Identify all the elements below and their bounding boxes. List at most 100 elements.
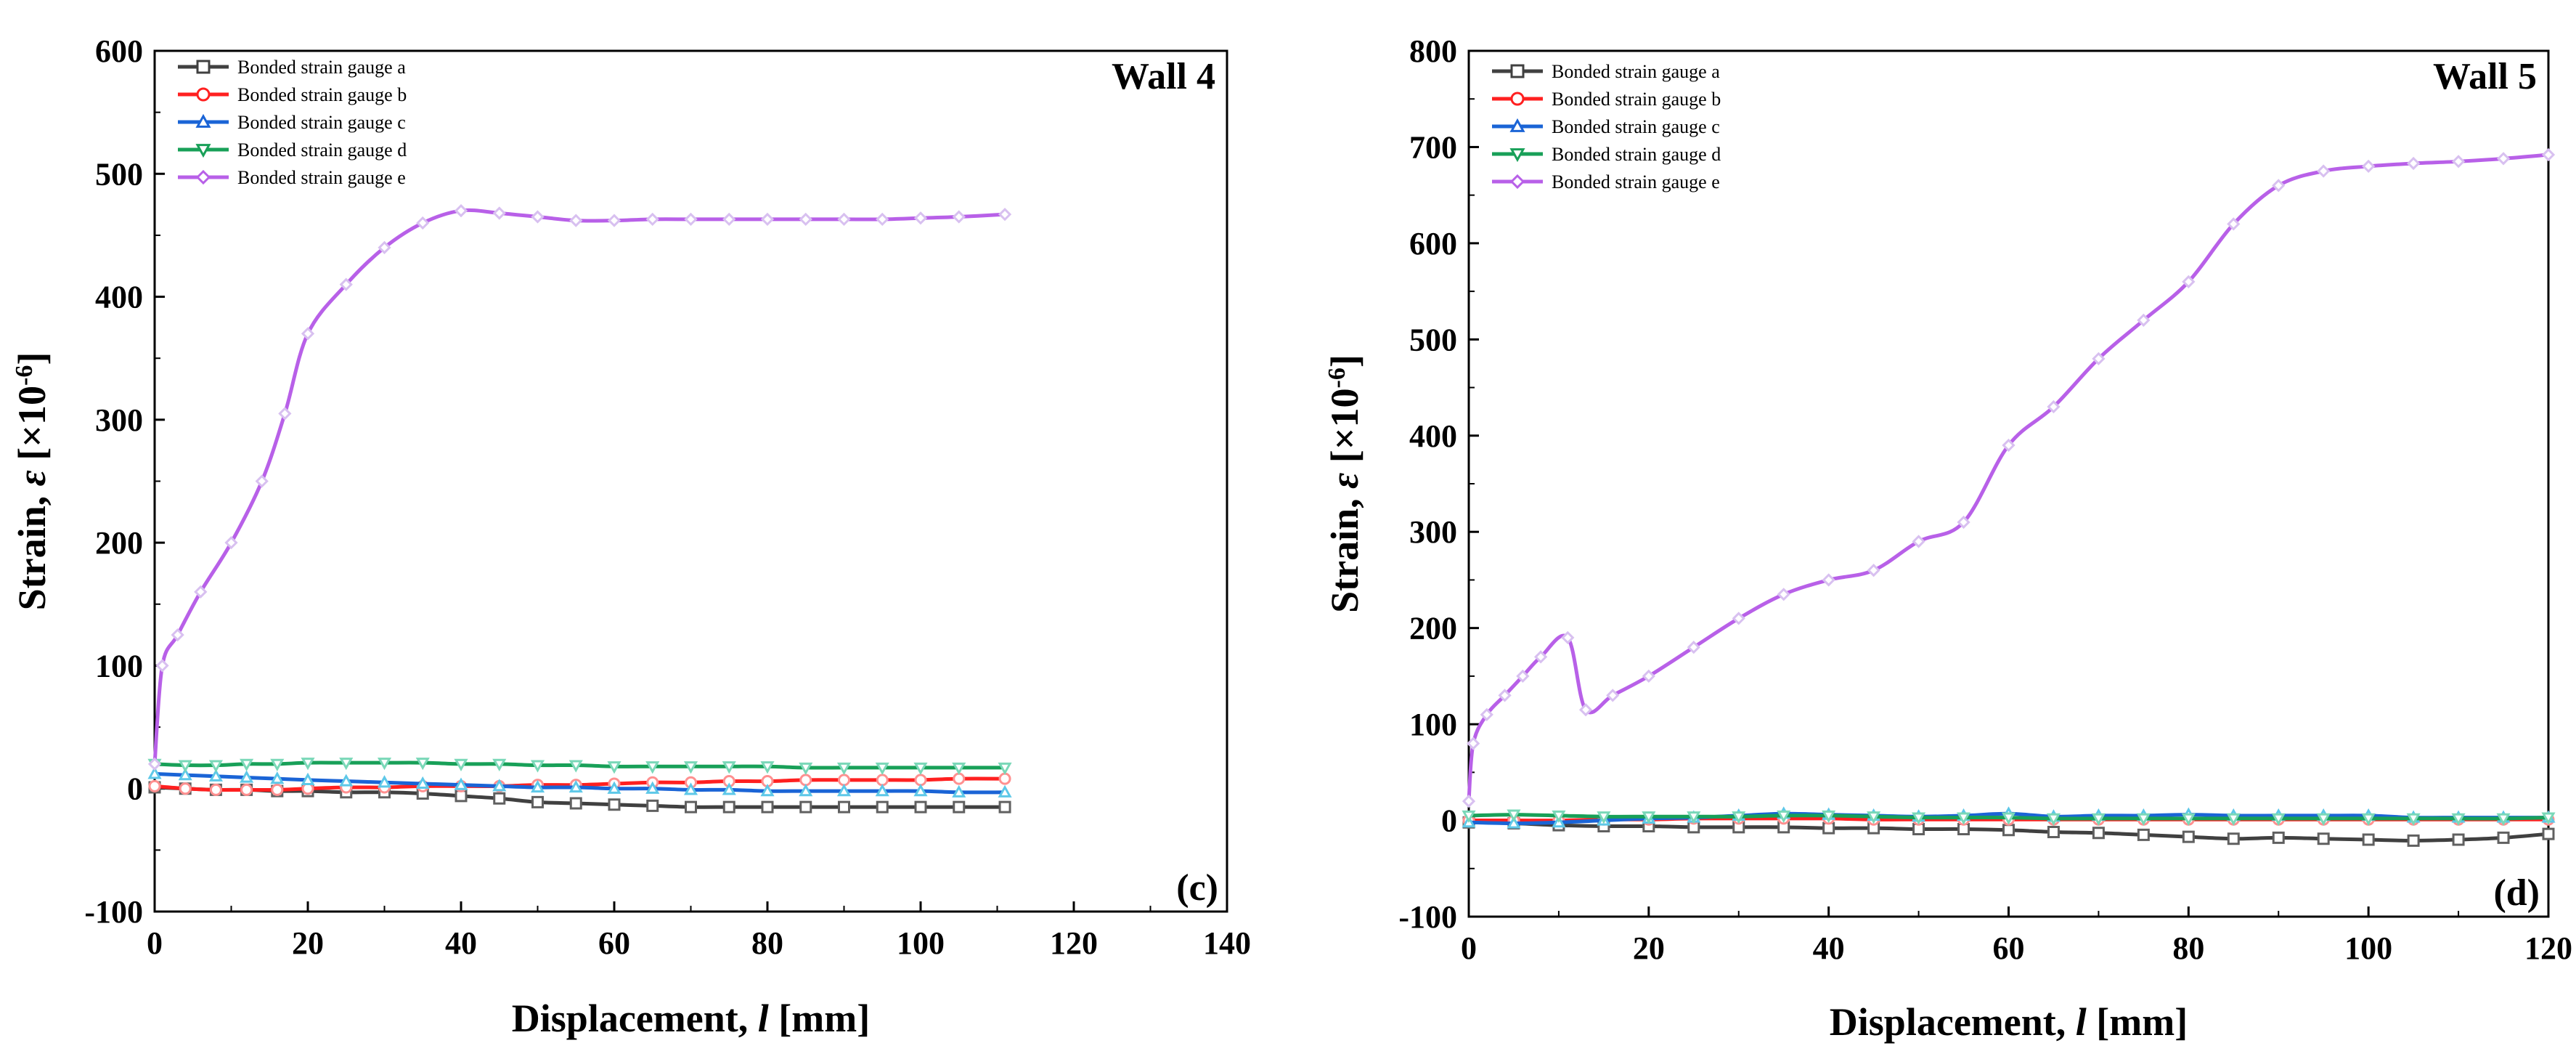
x-tick-label: 0 xyxy=(147,925,163,961)
data-point xyxy=(339,758,354,771)
legend-label: Bonded strain gauge a xyxy=(237,57,406,78)
data-point xyxy=(2407,834,2420,847)
data-point xyxy=(760,761,775,774)
data-point xyxy=(760,212,775,227)
data-point xyxy=(876,212,889,227)
data-point xyxy=(2452,833,2465,846)
data-point xyxy=(2362,159,2376,174)
legend-entry: Bonded strain gauge d xyxy=(178,139,407,161)
data-point xyxy=(837,212,851,227)
x-tick-label: 40 xyxy=(445,925,477,961)
data-point xyxy=(1912,812,1926,825)
data-point xyxy=(913,762,928,776)
data-point xyxy=(2047,399,2061,414)
data-point xyxy=(2316,813,2331,826)
data-point xyxy=(876,774,889,787)
x-tick-label: 0 xyxy=(1461,930,1477,966)
y-tick-label: 0 xyxy=(127,771,143,807)
x-tick-label: 100 xyxy=(897,925,945,961)
data-point xyxy=(836,784,852,797)
data-point xyxy=(531,210,545,224)
data-point xyxy=(1467,737,1480,750)
data-point xyxy=(416,216,430,230)
x-tick-label: 40 xyxy=(1813,930,1845,966)
data-point xyxy=(2272,831,2285,844)
data-point xyxy=(2272,179,2286,192)
legend-marker xyxy=(195,144,211,158)
y-tick-label: 700 xyxy=(1409,129,1457,165)
series-line xyxy=(152,208,1006,765)
data-point xyxy=(761,800,774,813)
data-point xyxy=(178,760,192,773)
data-point xyxy=(569,214,583,227)
data-point xyxy=(607,781,621,794)
data-point xyxy=(2406,813,2421,826)
data-point xyxy=(2271,813,2286,826)
data-point xyxy=(914,800,927,813)
data-point xyxy=(1777,810,1791,824)
data-point xyxy=(278,407,292,421)
data-point xyxy=(178,768,192,781)
data-point xyxy=(155,659,169,673)
data-point xyxy=(998,784,1012,798)
data-point xyxy=(2227,217,2241,231)
legend-label: Bonded strain gauge e xyxy=(1552,171,1720,192)
x-tick-label: 80 xyxy=(2172,930,2204,966)
data-point xyxy=(875,762,889,776)
data-point xyxy=(171,628,184,642)
data-point xyxy=(2001,812,2016,825)
data-point xyxy=(270,771,285,784)
legend-marker xyxy=(1510,92,1525,106)
data-point xyxy=(799,800,812,813)
legend-entry: Bonded strain gauge b xyxy=(178,84,407,105)
data-point xyxy=(2181,813,2196,826)
data-point xyxy=(608,798,621,811)
legend-label: Bonded strain gauge b xyxy=(1552,89,1721,110)
legend-entry: Bonded strain gauge d xyxy=(1492,144,1721,165)
data-point xyxy=(2092,352,2106,365)
data-point xyxy=(2046,813,2061,826)
data-point xyxy=(1462,810,1476,824)
legend-entry: Bonded strain gauge c xyxy=(1492,116,1720,137)
series-bonded-strain-gauge-d xyxy=(1462,809,2556,826)
data-point xyxy=(2002,438,2015,453)
data-point xyxy=(1687,811,1701,824)
data-point xyxy=(530,779,545,793)
data-point xyxy=(722,761,736,774)
data-point xyxy=(377,775,392,788)
data-point xyxy=(568,779,583,793)
data-point xyxy=(454,777,468,790)
data-point xyxy=(2002,824,2015,837)
data-point xyxy=(301,772,315,785)
data-point xyxy=(569,797,582,810)
data-point xyxy=(194,585,208,599)
data-point xyxy=(645,781,660,794)
data-point xyxy=(1957,515,1970,530)
data-point xyxy=(1480,707,1493,721)
data-point xyxy=(645,761,660,774)
data-point xyxy=(255,474,269,488)
data-point xyxy=(493,792,506,805)
data-point xyxy=(1642,811,1656,824)
data-point xyxy=(2362,833,2375,846)
data-point xyxy=(1687,641,1700,654)
data-point xyxy=(722,782,736,795)
x-tick-label: 120 xyxy=(1050,925,1098,961)
y-tick-label: 0 xyxy=(1441,803,1457,839)
data-point xyxy=(240,758,254,771)
data-point xyxy=(2451,155,2466,169)
legend-label: Bonded strain gauge e xyxy=(237,167,406,188)
y-tick-label: 200 xyxy=(1409,611,1457,646)
y-tick-label: 300 xyxy=(95,402,143,438)
data-point xyxy=(952,210,966,224)
data-point xyxy=(208,768,223,782)
y-tick-label: 400 xyxy=(1409,418,1457,454)
data-point xyxy=(998,800,1011,813)
data-point xyxy=(2092,827,2105,840)
legend-entry: Bonded strain gauge c xyxy=(178,112,406,133)
data-point xyxy=(683,761,698,774)
data-point xyxy=(952,762,966,776)
data-point xyxy=(1732,612,1745,625)
data-point xyxy=(224,536,238,550)
data-point xyxy=(2496,813,2511,826)
